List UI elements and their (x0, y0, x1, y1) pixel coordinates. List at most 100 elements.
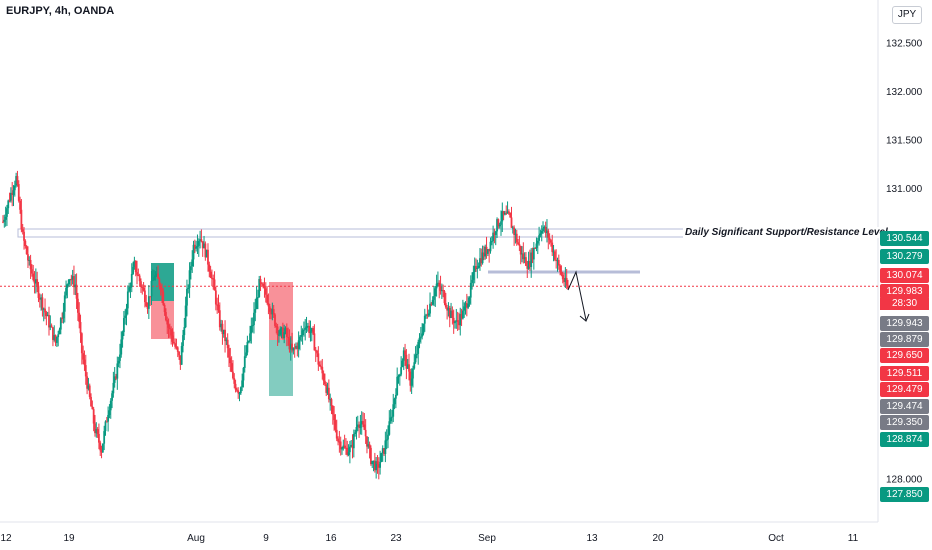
candle-body (343, 445, 346, 448)
candle-body (63, 295, 66, 312)
candle-body (62, 311, 65, 319)
candle-body (197, 241, 200, 246)
candle-body (476, 267, 479, 269)
candle-body (391, 416, 393, 418)
candle-body (500, 221, 502, 225)
support-resistance-annotation: Daily Significant Support/Resistance Lev… (683, 227, 890, 238)
candle-body (528, 261, 531, 267)
candle-body (313, 333, 316, 351)
candle-body (226, 339, 229, 349)
candle-body (20, 209, 23, 230)
candle-body (299, 336, 301, 341)
candle-body (547, 230, 550, 238)
candle-body (41, 297, 44, 310)
candle-body (551, 242, 554, 252)
candle-body (467, 303, 470, 308)
y-tick-label: 131.000 (886, 184, 923, 195)
candle-body (389, 417, 392, 422)
candle-body (513, 227, 516, 236)
candle-body (137, 274, 140, 276)
candle-body (464, 303, 467, 307)
candle-body (364, 429, 367, 437)
candle-body (113, 376, 116, 383)
candle-body (201, 241, 204, 249)
candle-body (423, 315, 426, 324)
candle-body (531, 252, 534, 260)
candle-body (429, 303, 431, 314)
candle-body (483, 252, 485, 257)
candle-body (304, 328, 307, 330)
candle-body (322, 373, 325, 381)
candle-body (550, 240, 552, 243)
candle-body (362, 421, 364, 425)
candle-body (559, 265, 562, 273)
candle-body (565, 277, 568, 286)
candle-body (398, 374, 401, 377)
candle-body (276, 326, 279, 336)
candle-body (9, 192, 12, 201)
candle-body (271, 309, 274, 315)
candle-body (496, 219, 498, 232)
candle-body (268, 306, 271, 312)
candle-body (154, 275, 157, 278)
candle-body (70, 279, 73, 281)
candle-body (212, 278, 215, 280)
candle-body (40, 297, 43, 300)
projection-arrow (567, 270, 587, 321)
candle-body (371, 460, 374, 465)
candle-body (2, 221, 4, 223)
candle-body (458, 321, 460, 326)
candle-body (4, 216, 7, 220)
candle-body (150, 280, 153, 297)
candle-body (83, 359, 86, 366)
candle-body (497, 219, 500, 227)
candle-body (471, 279, 473, 283)
candle-body (333, 414, 336, 421)
candle-body (430, 303, 433, 305)
candle-body (140, 281, 142, 287)
candle-body (527, 261, 530, 269)
y-tick-label: 131.500 (886, 135, 923, 146)
candle-body (203, 243, 205, 249)
candle-body (356, 424, 359, 428)
candle-body (473, 266, 476, 272)
candle-body (170, 329, 173, 336)
candle-body (6, 208, 8, 217)
candle-body (438, 282, 441, 287)
candle-body (224, 329, 226, 342)
candle-body (57, 334, 60, 338)
candle-body (437, 282, 439, 284)
candle-body (392, 404, 395, 417)
candle-body (305, 326, 308, 329)
currency-button[interactable]: JPY (892, 6, 922, 24)
candle-body (145, 302, 148, 306)
candle-body (28, 259, 31, 261)
candle-body (346, 447, 349, 455)
candle-body (289, 343, 292, 350)
candle-body (214, 290, 217, 305)
candle-body (439, 286, 442, 291)
candle-body (45, 312, 48, 317)
x-tick-label: 20 (652, 533, 664, 544)
candle-body (116, 363, 119, 379)
candle-body (58, 329, 61, 335)
candle-body (217, 304, 220, 311)
candle-body (216, 304, 219, 306)
candle-body (161, 289, 163, 293)
candle-body (370, 447, 372, 465)
candle-body (232, 371, 234, 379)
candle-body (71, 276, 74, 280)
candle-body (37, 285, 40, 298)
candle-body (308, 325, 311, 334)
candle-body (233, 378, 236, 384)
price-tag: 130.544 (880, 231, 929, 246)
candle-body (80, 333, 83, 354)
candle-body (59, 318, 62, 330)
candle-body (141, 286, 144, 288)
candle-body (234, 383, 237, 390)
candle-body (461, 310, 464, 319)
candle-body (324, 380, 326, 385)
candle-body (472, 271, 475, 280)
candle-body (555, 259, 558, 261)
